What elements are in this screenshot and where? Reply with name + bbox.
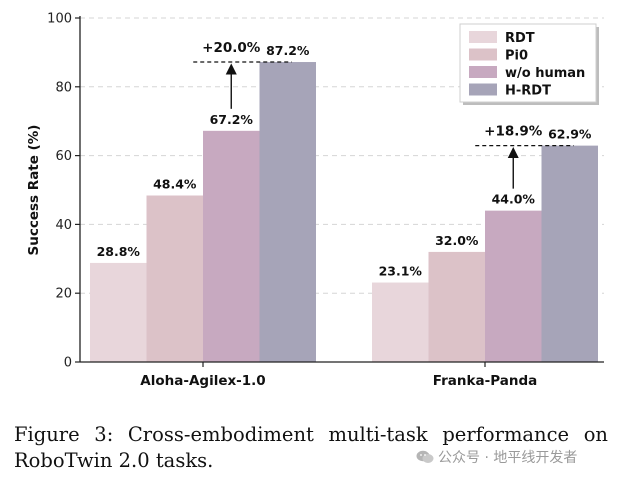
data-label: 23.1%: [379, 264, 423, 279]
improvement-label: +20.0%: [202, 40, 261, 56]
y-tick-label: 80: [55, 80, 72, 95]
legend-entry: w/o human: [505, 66, 585, 81]
bar-rdt-2: [372, 282, 429, 362]
legend: RDT Pi0 w/o human H-RDT: [459, 23, 599, 105]
bar-h-rdt-2: [541, 145, 598, 362]
improvement-label: +18.9%: [484, 124, 543, 140]
figure-caption: Figure 3: Cross-embodiment multi-task pe…: [14, 423, 608, 472]
axes: 0 20 40 60 80 100 Aloha-Agilex-1.0 Franka-Panda: [47, 12, 604, 389]
data-label: 48.4%: [153, 177, 197, 192]
annotations: +20.0% +18.9%: [193, 40, 574, 189]
legend-swatch: [469, 66, 497, 78]
y-tick-label: 60: [55, 149, 72, 164]
y-axis-label: Success Rate (%): [26, 125, 42, 256]
legend-swatch: [469, 83, 497, 96]
legend-entry: H-RDT: [505, 84, 551, 99]
bar-chart: 0 20 40 60 80 100 Aloha-Agilex-1.0 Franka-Panda…: [26, 12, 604, 389]
y-tick-label: 0: [64, 356, 72, 371]
bars: [90, 62, 598, 362]
data-label: 62.9%: [548, 127, 592, 142]
legend-entry: Pi0: [505, 49, 528, 64]
legend-swatch: [469, 48, 497, 61]
data-label: 67.2%: [210, 112, 254, 127]
y-tick-label: 20: [55, 287, 72, 302]
bar-w-o-human-2: [485, 210, 542, 362]
y-tick-label: 40: [55, 218, 72, 233]
data-labels: 28.8% 48.4% 67.2% 87.2% 23.1% 32.0% 44.0% 62.9%: [97, 43, 592, 279]
bar-rdt-1: [90, 262, 147, 362]
watermark: 公众号 · 地平线开发者: [416, 447, 577, 467]
bar-w-o-human-1: [203, 130, 260, 362]
data-label: 28.8%: [97, 244, 141, 259]
data-label: 32.0%: [435, 233, 479, 248]
legend-entry: RDT: [505, 31, 535, 46]
legend-swatch: [469, 31, 497, 43]
x-tick-label: Aloha-Agilex-1.0: [140, 373, 265, 389]
data-label: 44.0%: [492, 192, 536, 207]
wechat-icon: [416, 450, 434, 463]
watermark-text: 公众号 · 地平线开发者: [438, 450, 578, 466]
bar-pi0-1: [146, 195, 203, 362]
data-label: 87.2%: [266, 43, 310, 58]
bar-pi0-2: [428, 251, 485, 362]
bar-h-rdt-1: [259, 62, 316, 362]
x-tick-label: Franka-Panda: [433, 373, 537, 389]
y-tick-label: 100: [47, 12, 72, 27]
